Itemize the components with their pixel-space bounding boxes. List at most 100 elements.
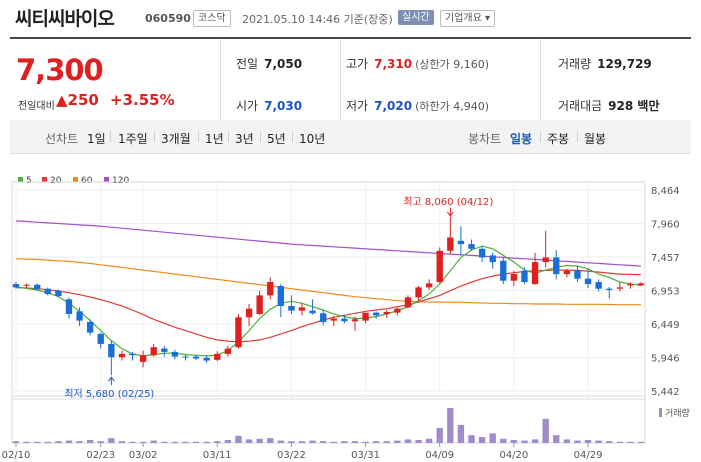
- divider: [540, 39, 541, 121]
- volume-bar: [521, 440, 528, 443]
- realtime-badge[interactable]: 실시간: [398, 10, 434, 25]
- legend-swatch: [42, 177, 47, 182]
- x-tick-label: 03/02: [129, 450, 158, 461]
- x-tick-label: 03/31: [351, 450, 380, 461]
- volume-bar: [309, 440, 316, 443]
- tab-separator: [110, 131, 111, 142]
- tab-1y[interactable]: 1년: [205, 132, 224, 146]
- low-value: 7,020: [374, 99, 413, 113]
- lower-limit: (하한가 4,940): [415, 100, 489, 113]
- tab-10y[interactable]: 10년: [299, 132, 326, 146]
- high-annotation: 최고 8,060 (04/12): [403, 196, 493, 208]
- x-tick-label: 02/10: [2, 450, 31, 461]
- tab-monthly[interactable]: 월봉: [584, 132, 607, 146]
- volume-bar: [256, 438, 263, 443]
- candle-body: [574, 270, 581, 279]
- divider: [220, 39, 221, 121]
- candle-body: [606, 288, 613, 291]
- candle-body: [341, 318, 348, 322]
- candle-body: [436, 250, 443, 283]
- candle-chart-label: 봉차트: [468, 132, 502, 146]
- tab-weekly[interactable]: 주봉: [547, 132, 570, 146]
- candle-body: [76, 311, 83, 321]
- x-tick-label: 04/29: [574, 450, 603, 461]
- candle-body: [627, 284, 634, 286]
- volume-bar: [510, 439, 518, 443]
- tab-3m[interactable]: 3개월: [161, 132, 191, 146]
- ma5-line: [15, 245, 642, 357]
- volume-bar: [150, 440, 157, 443]
- legend-ma120: 120: [104, 176, 129, 186]
- candle-body: [447, 237, 454, 251]
- y-tick-label: 7,960: [651, 220, 680, 231]
- volume-bar: [245, 439, 253, 443]
- low-annotation: 최저 5,680 (02/25): [64, 388, 154, 400]
- change-percent: +3.55%: [110, 91, 175, 109]
- candle-body: [203, 357, 210, 361]
- candle-body: [309, 310, 316, 314]
- y-tick-label: 6,449: [651, 320, 680, 331]
- candle-body: [288, 305, 295, 311]
- candle-body: [553, 257, 560, 275]
- volume-bar: [627, 441, 634, 443]
- candle-body: [129, 353, 136, 356]
- candle-body: [489, 255, 496, 263]
- volume-bar: [86, 439, 94, 443]
- prev-close-label: 전일: [236, 57, 259, 71]
- high-cell: 고가 7,310 (상한가 9,160): [346, 55, 489, 72]
- tab-separator: [198, 131, 199, 142]
- legend-label: 120: [112, 176, 130, 186]
- tab-3y[interactable]: 3년: [235, 132, 254, 146]
- volume-bar: [468, 435, 475, 443]
- candle-body: [150, 347, 157, 356]
- candle-body: [171, 351, 179, 357]
- open-cell: 시가 7,030: [236, 97, 302, 114]
- line-chart-label: 선차트: [45, 132, 79, 146]
- legend-label: 60: [81, 176, 93, 186]
- volume-bar: [372, 441, 380, 443]
- candle-body: [224, 348, 232, 354]
- candle-body: [55, 290, 62, 297]
- candle-body: [637, 283, 645, 286]
- candle-body: [97, 333, 104, 344]
- volume-bar: [447, 408, 454, 443]
- candle-body: [542, 257, 549, 263]
- volume-bar: [394, 440, 401, 443]
- y-tick-label: 5,442: [651, 387, 680, 398]
- volume-bar: [330, 441, 337, 443]
- candle-body: [500, 260, 507, 281]
- stock-code: 060590: [145, 12, 191, 25]
- candle-body: [383, 311, 390, 314]
- tab-1w[interactable]: 1주일: [118, 132, 148, 146]
- y-tick-label: 7,457: [651, 253, 680, 264]
- open-value: 7,030: [264, 99, 303, 113]
- legend-ma5: 5: [18, 176, 32, 186]
- tab-separator: [577, 131, 578, 142]
- volume-bar: [214, 441, 221, 443]
- volume-bar: [55, 441, 62, 443]
- tab-daily[interactable]: 일봉: [510, 132, 533, 146]
- tab-separator: [292, 131, 293, 142]
- legend-label: 5: [26, 176, 32, 186]
- candle-body: [616, 287, 623, 289]
- candle-body: [182, 356, 189, 358]
- volume-bar: [351, 441, 359, 443]
- ma60-line: [15, 258, 641, 306]
- high-arrow-head: [446, 211, 454, 217]
- volume-bar: [288, 441, 295, 443]
- y-tick-label: 6,953: [651, 287, 680, 298]
- candle-body: [468, 244, 475, 249]
- candle-body: [298, 307, 306, 311]
- volume-bar: [65, 440, 73, 443]
- candle-body: [108, 343, 115, 358]
- y-tick-label: 5,946: [651, 353, 680, 364]
- candle-body: [415, 287, 422, 298]
- market-badge: 코스닥: [193, 10, 231, 27]
- tab-1d[interactable]: 1일: [87, 132, 106, 146]
- candle-body: [23, 284, 30, 286]
- x-tick-label: 03/11: [203, 450, 232, 461]
- tab-separator: [540, 131, 541, 142]
- tab-5y[interactable]: 5년: [267, 132, 286, 146]
- company-info-button[interactable]: 기업개요 ▾: [440, 10, 495, 27]
